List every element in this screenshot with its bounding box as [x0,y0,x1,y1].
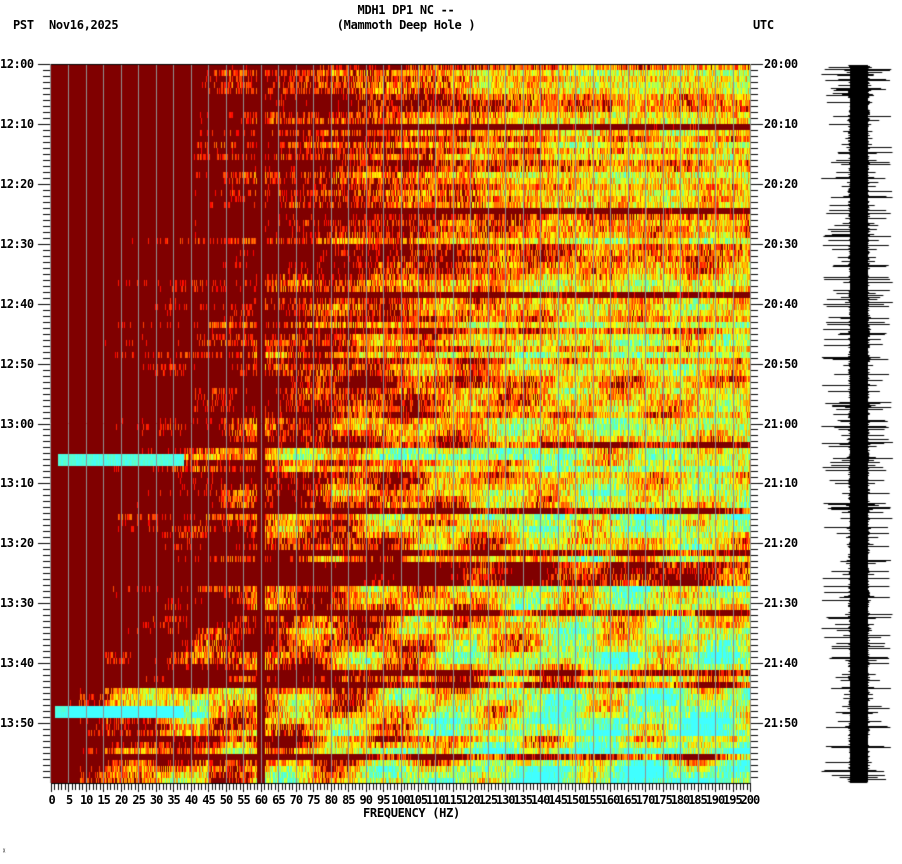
x-tick-label: 115 [443,793,463,807]
x-tick-label: 95 [377,793,390,807]
y-tick-label-left: 12:40 [0,296,34,311]
x-tick-label: 185 [688,793,708,807]
x-tick-label: 160 [600,793,621,807]
x-tick-label: 5 [65,793,73,807]
x-tick-label: 135 [513,793,533,807]
x-tick-label: 200 [740,793,761,807]
y-tick-label-right: 21:20 [764,536,798,551]
x-tick-label: 130 [495,793,516,807]
y-tick-label-right: 21:40 [764,656,798,671]
x-tick-label: 140 [530,793,551,807]
x-tick-label: 175 [653,793,673,807]
x-tick-label: 120 [460,793,481,807]
x-tick-label: 180 [670,793,691,807]
x-tick-label: 150 [565,793,586,807]
x-tick-label: 30 [149,793,163,807]
y-tick-label-left: 12:20 [0,176,34,191]
y-tick-label-right: 20:40 [764,296,798,311]
x-tick-label: 190 [705,793,726,807]
y-tick-label-left: 12:30 [0,236,34,251]
y-tick-label-left: 13:00 [0,416,34,431]
y-tick-label-left: 13:10 [0,476,34,491]
x-tick-label: 165 [618,793,638,807]
x-tick-label: 70 [289,793,303,807]
y-tick-label-right: 20:00 [764,57,798,71]
x-tick-label: 125 [478,793,498,807]
y-tick-label-left: 12:10 [0,116,34,131]
y-tick-label-left: 13:30 [0,596,34,611]
y-tick-label-right: 20:30 [764,236,798,251]
x-axis-title: FREQUENCY (HZ) [363,806,460,820]
x-tick-label: 155 [583,793,603,807]
x-tick-label: 45 [202,793,215,807]
y-tick-label-right: 20:10 [764,116,798,131]
y-tick-label-right: 20:20 [764,176,798,191]
y-tick-label-left: 12:50 [0,356,34,371]
x-tick-label: 15 [97,793,110,807]
x-tick-label: 100 [391,793,411,807]
y-tick-label-right: 21:50 [764,716,798,731]
x-tick-label: 105 [408,793,428,807]
y-tick-label-left: 12:00 [0,57,34,71]
x-tick-label: 0 [48,793,56,807]
y-tick-label-left: 13:50 [0,716,34,731]
y-tick-label-right: 21:00 [764,416,798,431]
x-tick-label: 65 [272,793,285,807]
x-tick-label: 50 [219,793,233,807]
x-tick-label: 60 [254,793,268,807]
x-tick-label: 35 [167,793,180,807]
y-tick-label-left: 13:40 [0,656,34,671]
x-tick-label: 75 [307,793,320,807]
x-tick-label: 20 [114,793,128,807]
y-tick-label-left: 13:20 [0,536,34,551]
y-tick-label-right: 21:10 [764,476,798,491]
x-tick-label: 85 [342,793,355,807]
x-tick-label: 195 [723,793,743,807]
x-tick-label: 55 [237,793,250,807]
x-tick-label: 40 [184,793,198,807]
y-tick-label-right: 21:30 [764,596,798,611]
x-tick-label: 25 [132,793,145,807]
x-tick-label: 170 [635,793,656,807]
corner-mark: ᵡ [2,847,7,855]
x-tick-label: 80 [324,793,338,807]
x-tick-label: 145 [548,793,568,807]
x-tick-label: 90 [359,793,373,807]
x-tick-label: 10 [79,793,93,807]
y-tick-label-right: 20:50 [764,356,798,371]
x-tick-label: 110 [425,793,446,807]
